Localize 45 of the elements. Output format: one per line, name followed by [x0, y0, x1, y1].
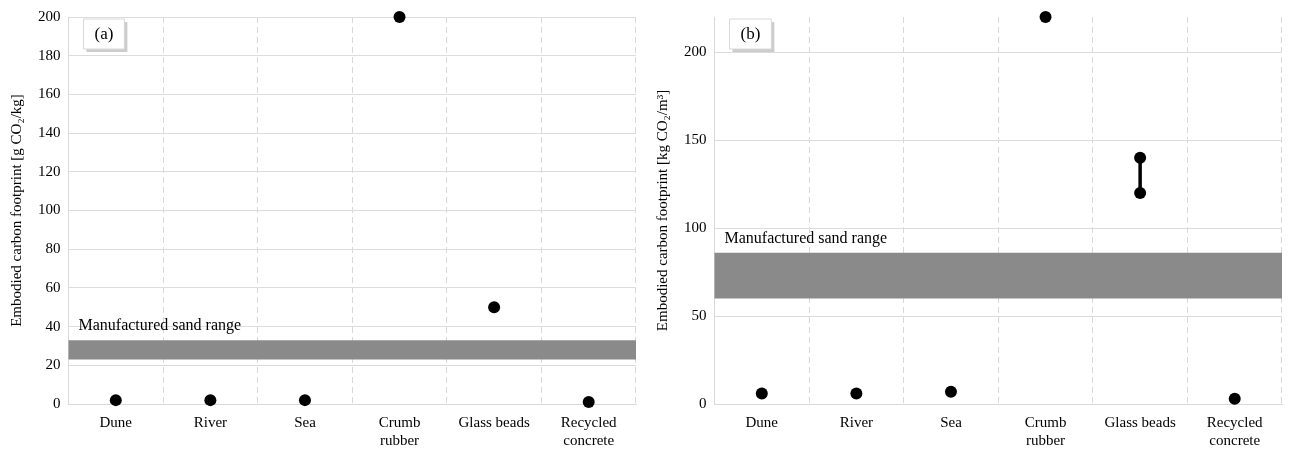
x-tick-label: Glass beads — [1104, 413, 1176, 430]
y-tick-label: 200 — [684, 43, 707, 60]
y-tick-label: 180 — [38, 46, 61, 63]
y-tick-label: 40 — [45, 317, 61, 334]
point — [109, 394, 122, 407]
y-tick-label: 20 — [45, 356, 61, 373]
x-tick-label: Dune — [99, 413, 133, 430]
point — [944, 385, 957, 398]
x-tick-label: Sea — [940, 413, 963, 430]
y-tick-label: 50 — [691, 306, 707, 323]
point — [393, 11, 406, 23]
y-tick-label: 100 — [684, 219, 707, 236]
band-label: Manufactured sand range — [78, 316, 242, 335]
x-tick-label: Recycled concrete — [560, 413, 618, 448]
x-tick-label: Recycled concrete — [1206, 413, 1264, 448]
point — [755, 387, 768, 400]
x-tick-label: Crumb rubber — [1024, 413, 1067, 448]
y-tick-label: 0 — [53, 394, 61, 411]
x-tick-label: Crumb rubber — [378, 413, 421, 448]
point — [488, 301, 501, 314]
band-label: Manufactured sand range — [724, 228, 888, 247]
point — [582, 396, 595, 409]
y-axis-title: Embodied carbon footprint [g CO₂/kg] — [7, 94, 24, 327]
x-tick-label: Dune — [745, 413, 779, 430]
y-tick-label: 150 — [684, 131, 707, 148]
y-tick-label: 160 — [38, 85, 61, 102]
y-tick-label: 100 — [38, 201, 61, 218]
point — [1039, 11, 1052, 23]
y-tick-label: 80 — [45, 240, 61, 257]
y-tick-label: 140 — [38, 124, 61, 141]
point — [850, 387, 863, 400]
x-tick-label: Sea — [294, 413, 317, 430]
y-tick-label: 200 — [38, 7, 61, 24]
annotation: (b) — [740, 24, 761, 44]
point — [204, 394, 217, 407]
y-tick-label: 0 — [699, 394, 707, 411]
y-axis-title: Embodied carbon footprint [kg CO₂/m³] — [653, 89, 670, 332]
x-tick-label: River — [839, 413, 874, 430]
annotation: (a) — [94, 24, 114, 44]
x-tick-label: Glass beads — [458, 413, 530, 430]
y-tick-label: 60 — [45, 278, 61, 295]
point — [298, 394, 311, 407]
y-tick-label: 120 — [38, 162, 61, 179]
x-tick-label: River — [193, 413, 228, 430]
point — [1228, 392, 1241, 405]
